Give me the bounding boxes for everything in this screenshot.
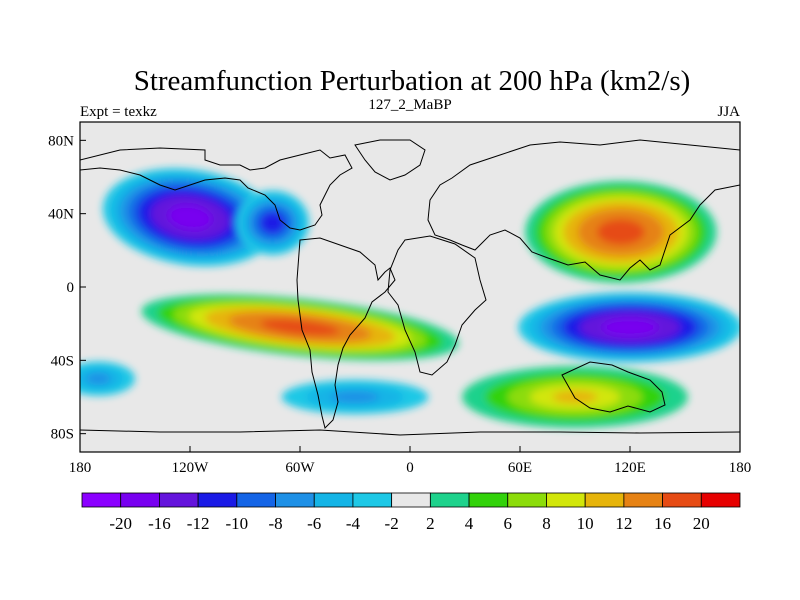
x-tick-label: 180	[729, 460, 752, 476]
colorbar-label: -12	[187, 514, 210, 533]
x-tick-label: 60E	[508, 460, 532, 476]
colorbar-swatch	[120, 492, 160, 508]
x-tick-label: 120E	[614, 460, 646, 476]
contour-band	[260, 212, 285, 234]
colorbar-label: 4	[465, 514, 474, 533]
colorbar-label: 2	[426, 514, 435, 533]
colorbar-label: 16	[654, 514, 671, 533]
x-tick-label: 0	[406, 460, 414, 476]
colorbar-label: -2	[385, 514, 399, 533]
colorbar-swatch	[546, 492, 586, 508]
experiment-label: Expt = texkz	[80, 104, 157, 120]
colorbar-swatch	[159, 492, 199, 508]
colorbar-label: -6	[307, 514, 321, 533]
y-tick-label: 80N	[48, 133, 74, 149]
colorbar-label: -8	[268, 514, 282, 533]
greenland-outline	[354, 139, 426, 181]
run-label: 127_2_MaBP	[368, 97, 451, 113]
colorbar-swatch	[507, 492, 547, 508]
feature-southern-ocean-low	[281, 379, 429, 415]
x-tick-label: 180	[69, 460, 92, 476]
colorbar-label: 10	[577, 514, 594, 533]
feature-north-pacific-low	[102, 168, 278, 267]
colorbar-swatch	[429, 492, 470, 508]
y-tick-label: 40S	[51, 353, 74, 369]
continent-outlines	[80, 139, 740, 436]
x-tick-label: 60W	[285, 460, 315, 476]
colorbar-swatch	[700, 492, 741, 508]
colorbar-swatch	[391, 492, 431, 508]
colorbar: -20 -16 -12 -10 -8 -6 -4 -2 2 4 6 8 10 12 16 20	[81, 492, 741, 533]
feature-asia-high	[525, 180, 717, 284]
season-label: JJA	[717, 104, 740, 120]
feature-atlantic-low	[235, 190, 310, 256]
africa-outline	[387, 235, 487, 376]
colorbar-label: 20	[693, 514, 710, 533]
colorbar-swatch	[313, 492, 354, 508]
colorbar-swatch	[352, 492, 393, 508]
eurasia-outline	[427, 139, 740, 281]
contour-band	[602, 318, 658, 337]
colorbar-swatch	[584, 492, 625, 508]
contour-band	[86, 372, 111, 385]
contour-band	[330, 391, 380, 403]
colorbar-label: 8	[542, 514, 551, 533]
colorbar-swatch	[81, 492, 122, 508]
colorbar-swatch	[275, 492, 315, 508]
y-tick-label: 40N	[48, 207, 74, 223]
streamfunction-field	[80, 168, 740, 429]
colorbar-label: 12	[615, 514, 632, 533]
y-tick-label: 0	[67, 280, 75, 296]
colorbar-swatch	[468, 492, 509, 508]
colorbar-label: -16	[148, 514, 171, 533]
colorbar-swatch	[662, 492, 702, 508]
australia-outline	[561, 361, 666, 413]
antarctica-outline	[80, 429, 740, 436]
feature-tropical-south-pacific-high	[141, 294, 459, 361]
colorbar-swatch	[236, 492, 276, 508]
colorbar-label: -20	[109, 514, 132, 533]
contour-band	[168, 205, 212, 230]
colorbar-label: -4	[346, 514, 361, 533]
map-panel	[80, 122, 740, 452]
colorbar-swatch	[623, 492, 663, 508]
contour-band	[596, 219, 645, 245]
contour-band	[260, 319, 340, 336]
south-america-outline	[296, 237, 396, 429]
colorbar-label: -10	[225, 514, 248, 533]
colorbar-label: 6	[504, 514, 513, 533]
x-tick-label: 120W	[172, 460, 210, 476]
y-tick-label: 80S	[51, 427, 74, 443]
chart-title: Streamfunction Perturbation at 200 hPa (…	[134, 65, 691, 97]
axis-ticks: 180 120W 60W 0 60E 120E 180 80N 40N 0 40S 80S	[48, 133, 751, 476]
feature-indo-pacific-low	[518, 292, 740, 363]
north-america-outline	[80, 147, 353, 231]
feature-south-pacific-low	[80, 361, 135, 396]
colorbar-swatch	[197, 492, 238, 508]
